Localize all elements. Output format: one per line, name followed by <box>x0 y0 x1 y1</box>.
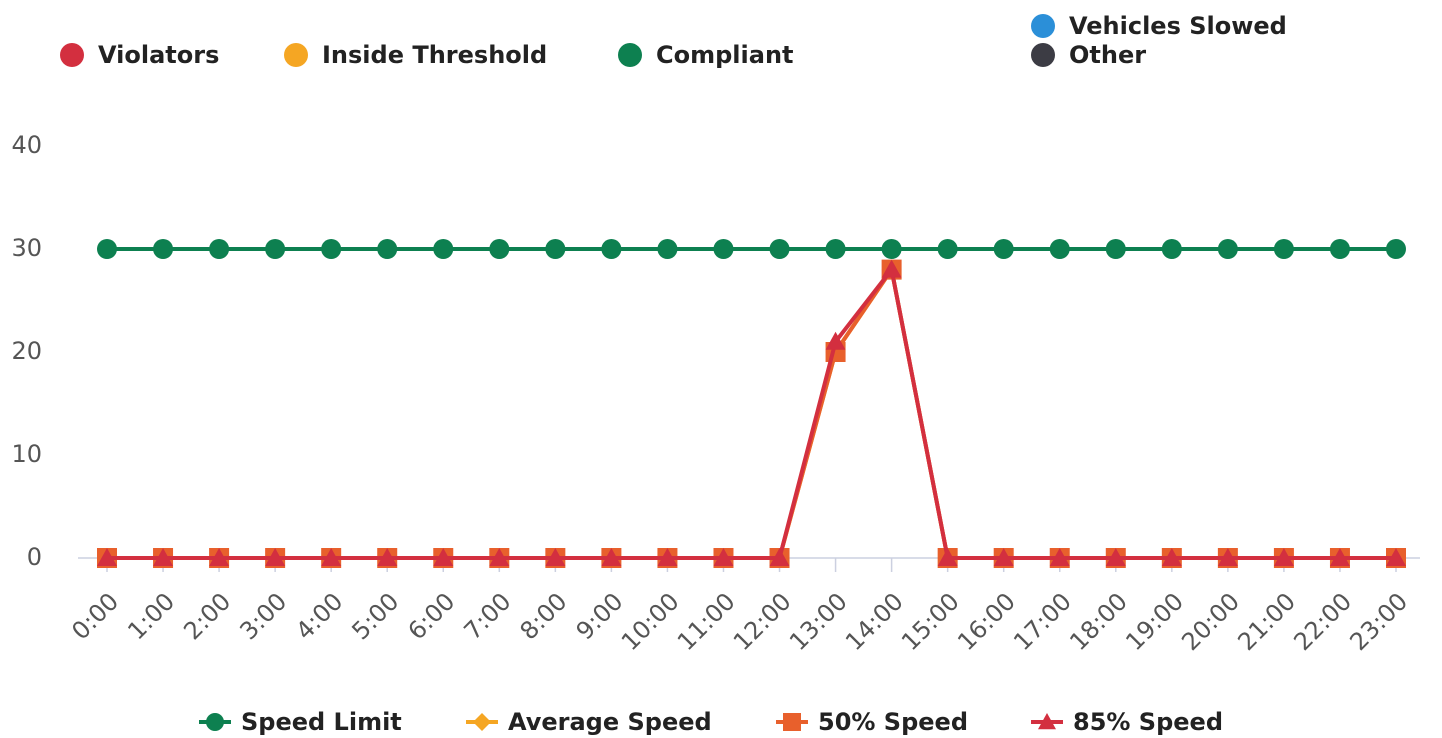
x-tick-label: 23:00 <box>1344 587 1413 656</box>
point <box>1049 548 1070 566</box>
x-tick-label: 8:00 <box>515 587 573 645</box>
legend-label: Vehicles Slowed <box>1069 12 1287 40</box>
point <box>1329 548 1350 566</box>
point <box>433 548 454 566</box>
x-tick-label: 22:00 <box>1288 587 1357 656</box>
series-line <box>107 264 1396 560</box>
y-tick-label: 20 <box>11 337 42 365</box>
point <box>433 239 454 259</box>
point <box>321 239 342 259</box>
x-tick-label: 4:00 <box>290 587 348 645</box>
legend-marker <box>206 713 224 731</box>
legend-label: Other <box>1069 41 1146 69</box>
point <box>937 239 958 259</box>
x-tick-label: 5:00 <box>346 587 404 645</box>
legend-dot <box>284 43 308 67</box>
x-tick-label: 7:00 <box>459 587 517 645</box>
x-tick-label: 17:00 <box>1008 587 1077 656</box>
x-tick-label: 6:00 <box>403 587 461 645</box>
point <box>769 548 790 566</box>
x-tick-label: 11:00 <box>672 587 741 656</box>
point <box>601 239 622 259</box>
x-tick-label: 19:00 <box>1120 587 1189 656</box>
point <box>1273 548 1294 566</box>
point <box>153 239 174 259</box>
point <box>1217 239 1238 259</box>
point <box>601 548 622 566</box>
x-tick-label: 2:00 <box>178 587 236 645</box>
point <box>937 548 958 566</box>
x-tick-label: 20:00 <box>1176 587 1245 656</box>
point <box>265 548 286 566</box>
point <box>209 239 230 259</box>
x-tick-label: 10:00 <box>616 587 685 656</box>
point <box>881 259 902 278</box>
series-line <box>107 264 1396 560</box>
x-tick-label: 15:00 <box>896 587 965 656</box>
point <box>265 239 286 259</box>
legend-marker <box>1038 713 1056 730</box>
legend-label: 50% Speed <box>818 708 968 736</box>
point <box>209 548 230 566</box>
x-tick-label: 1:00 <box>122 587 180 645</box>
point <box>825 331 846 350</box>
point <box>825 239 846 259</box>
legend-label: Violators <box>98 41 219 69</box>
legend-dot <box>1031 14 1055 38</box>
point <box>713 548 734 566</box>
point <box>1105 548 1126 566</box>
x-tick-label: 0:00 <box>66 587 124 645</box>
x-tick-label: 3:00 <box>234 587 292 645</box>
point <box>881 239 902 259</box>
point <box>97 239 117 259</box>
point <box>993 548 1014 566</box>
legend-marker <box>783 713 801 731</box>
y-tick-label: 0 <box>27 543 42 571</box>
point <box>1161 239 1182 259</box>
x-tick-label: 14:00 <box>840 587 909 656</box>
point <box>1105 239 1126 259</box>
point <box>657 239 678 259</box>
y-tick-label: 40 <box>11 131 42 159</box>
point <box>153 548 174 566</box>
point <box>545 239 566 259</box>
y-tick-label: 30 <box>11 234 42 262</box>
point <box>1386 548 1406 566</box>
legend-label: Average Speed <box>508 708 712 736</box>
point <box>713 239 734 259</box>
point <box>993 239 1014 259</box>
series-line <box>107 264 1396 560</box>
x-tick-label: 18:00 <box>1064 587 1133 656</box>
point <box>1161 548 1182 566</box>
legend-label: Compliant <box>656 41 794 69</box>
point <box>489 548 510 566</box>
legend-label: Inside Threshold <box>322 41 547 69</box>
legend-label: Speed Limit <box>241 708 402 736</box>
point <box>1049 239 1070 259</box>
x-tick-label: 16:00 <box>952 587 1021 656</box>
legend-label: 85% Speed <box>1073 708 1223 736</box>
point <box>769 239 790 259</box>
point <box>1217 548 1238 566</box>
point <box>489 239 510 259</box>
x-tick-label: 13:00 <box>784 587 853 656</box>
point <box>657 548 678 566</box>
y-tick-label: 10 <box>11 440 42 468</box>
legend-dot <box>60 43 84 67</box>
point <box>377 548 398 566</box>
point <box>377 239 398 259</box>
point <box>97 548 117 566</box>
legend-dot <box>1031 43 1055 67</box>
legend-marker <box>473 713 491 731</box>
point <box>1329 239 1350 259</box>
point <box>1386 239 1406 259</box>
legend-dot <box>618 43 642 67</box>
point <box>1273 239 1294 259</box>
point <box>321 548 342 566</box>
x-tick-label: 21:00 <box>1232 587 1301 656</box>
x-tick-label: 12:00 <box>728 587 797 656</box>
point <box>545 548 566 566</box>
